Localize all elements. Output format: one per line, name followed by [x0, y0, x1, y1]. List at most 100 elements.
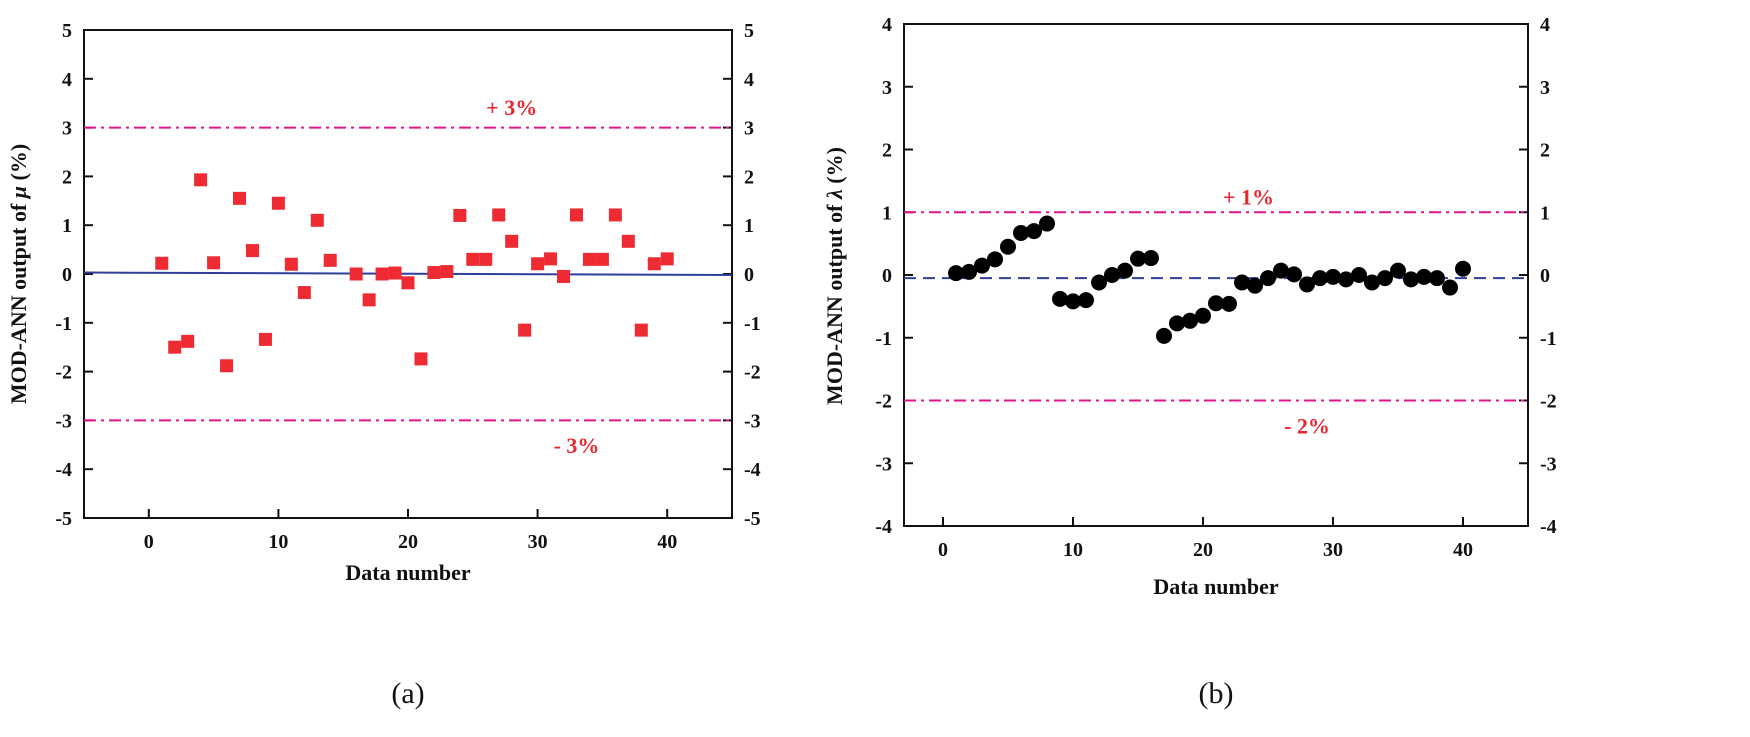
data-point [1104, 267, 1120, 283]
y-tick-label-right: 2 [744, 166, 754, 188]
x-axis-title: Data number [345, 560, 471, 585]
data-point [207, 256, 221, 270]
y-tick-label-left: -3 [55, 410, 72, 432]
y-tick-label-left: 1 [882, 202, 892, 224]
y-tick-label-left: 2 [62, 166, 72, 188]
data-point [595, 252, 609, 266]
x-tick-label: 30 [1323, 539, 1343, 561]
x-ticks: 0 10 20 30 40 [144, 509, 677, 553]
y-tick-label-right: -1 [1540, 328, 1557, 350]
data-point [1377, 270, 1393, 287]
data-point [608, 208, 622, 222]
data-point [181, 334, 195, 348]
data-point [1312, 270, 1328, 287]
data-point [492, 208, 506, 222]
data-point [1299, 276, 1315, 293]
data-point [1403, 271, 1419, 288]
data-point [362, 293, 376, 307]
data-point [168, 340, 182, 354]
data-point [1351, 267, 1367, 283]
data-point [1416, 268, 1432, 285]
data-point [1208, 295, 1224, 312]
data-point [1026, 223, 1042, 240]
data-point [1260, 270, 1276, 287]
data-point [388, 266, 402, 280]
data-point [1039, 215, 1055, 232]
data-point [258, 332, 272, 346]
y-tick-label-left: 0 [62, 264, 72, 286]
y-tick-label-left: -5 [55, 508, 72, 530]
x-tick-label: 20 [398, 531, 418, 553]
y-axis-title: MOD-ANN output of λ (%) [822, 147, 847, 405]
data-point [1182, 312, 1198, 329]
data-point [1286, 266, 1302, 283]
data-points [155, 173, 674, 373]
x-tick-label: 40 [657, 531, 677, 553]
data-point [1156, 327, 1172, 344]
y-tick-label-left: 3 [882, 77, 892, 99]
y-tick-label-right: 4 [744, 69, 754, 91]
data-point [155, 256, 169, 270]
y-tick-label-left: -1 [875, 328, 892, 350]
y-ticks-left: 5 4 3 2 1 0 -1 -2 -3 -4 -5 [55, 20, 93, 530]
data-point [569, 208, 583, 222]
bound-lines: + 1% - 2% [904, 185, 1528, 439]
data-point [1338, 271, 1354, 288]
y-tick-label-right: 3 [1540, 77, 1550, 99]
y-tick-label-right: -4 [744, 459, 761, 481]
y-tick-label-right: 0 [744, 264, 754, 286]
bound-label: - 3% [554, 433, 600, 458]
data-point [1390, 262, 1406, 279]
data-point [1143, 250, 1159, 267]
x-axis-title: Data number [1153, 574, 1279, 599]
data-point [505, 234, 519, 248]
data-point [1273, 262, 1289, 279]
bound-label: + 3% [486, 95, 537, 120]
x-tick-label: 10 [268, 531, 288, 553]
y-tick-label-left: 1 [62, 215, 72, 237]
y-tick-label-left: 4 [882, 14, 892, 36]
data-point [1052, 290, 1068, 307]
data-point [1195, 307, 1211, 324]
data-point [233, 191, 247, 205]
data-point [1234, 274, 1250, 291]
y-ticks-left: 4 3 2 1 0 -1 -2 -3 -4 [875, 14, 913, 538]
y-ticks-right: 4 3 2 1 0 -1 -2 -3 -4 [1519, 14, 1557, 538]
y-tick-label-right: -3 [1540, 453, 1557, 475]
x-tick-label: 10 [1063, 539, 1083, 561]
data-points [948, 215, 1471, 344]
y-tick-label-right: 3 [744, 118, 754, 140]
y-tick-label-left: -1 [55, 313, 72, 335]
y-tick-label-left: -2 [55, 362, 72, 384]
x-tick-label: 20 [1193, 539, 1213, 561]
data-point [453, 208, 467, 222]
y-tick-label-left: -4 [55, 459, 72, 481]
data-point [375, 267, 389, 281]
bound-label: + 1% [1223, 185, 1274, 210]
data-point [271, 196, 285, 210]
y-tick-label-left: 4 [62, 69, 72, 91]
data-point [621, 234, 635, 248]
data-point [1065, 293, 1081, 310]
y-tick-label-right: 1 [744, 215, 754, 237]
data-point [245, 244, 259, 258]
data-point [1455, 260, 1471, 277]
y-tick-label-left: 5 [62, 20, 72, 42]
data-point [194, 173, 208, 187]
y-axis-title: MOD-ANN output of μ (%) [6, 144, 31, 404]
y-ticks-right: 5 4 3 2 1 0 -1 -2 -3 -4 -5 [723, 20, 761, 530]
y-tick-label-left: -3 [875, 453, 892, 475]
data-point [1429, 270, 1445, 287]
y-tick-label-left: -4 [875, 516, 892, 538]
data-point [961, 263, 977, 280]
data-point [531, 257, 545, 271]
data-point [1442, 279, 1458, 296]
data-point [440, 265, 454, 279]
data-point [1078, 292, 1094, 309]
y-tick-label-right: -1 [744, 313, 761, 335]
y-tick-label-right: 5 [744, 20, 754, 42]
y-tick-label-right: 1 [1540, 202, 1550, 224]
